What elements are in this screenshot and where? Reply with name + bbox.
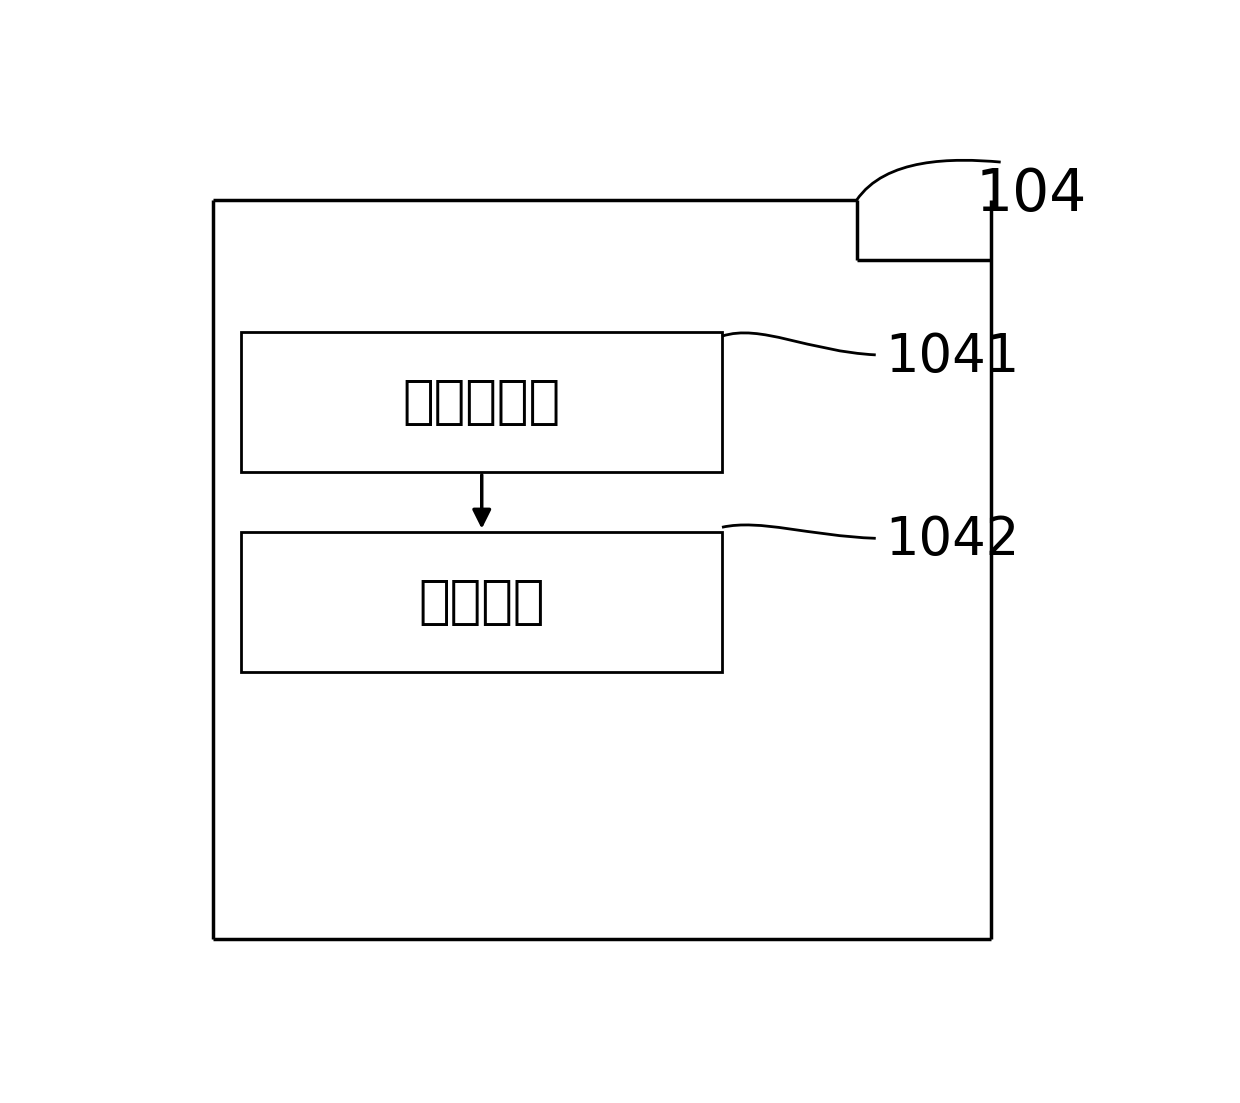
Text: 车载马达: 车载马达 xyxy=(418,576,546,628)
Text: 信号放大器: 信号放大器 xyxy=(403,376,560,428)
Text: 1041: 1041 xyxy=(885,331,1019,384)
Text: 104: 104 xyxy=(976,167,1087,223)
Bar xyxy=(242,332,722,472)
Text: 1042: 1042 xyxy=(885,514,1019,566)
Bar xyxy=(242,532,722,672)
